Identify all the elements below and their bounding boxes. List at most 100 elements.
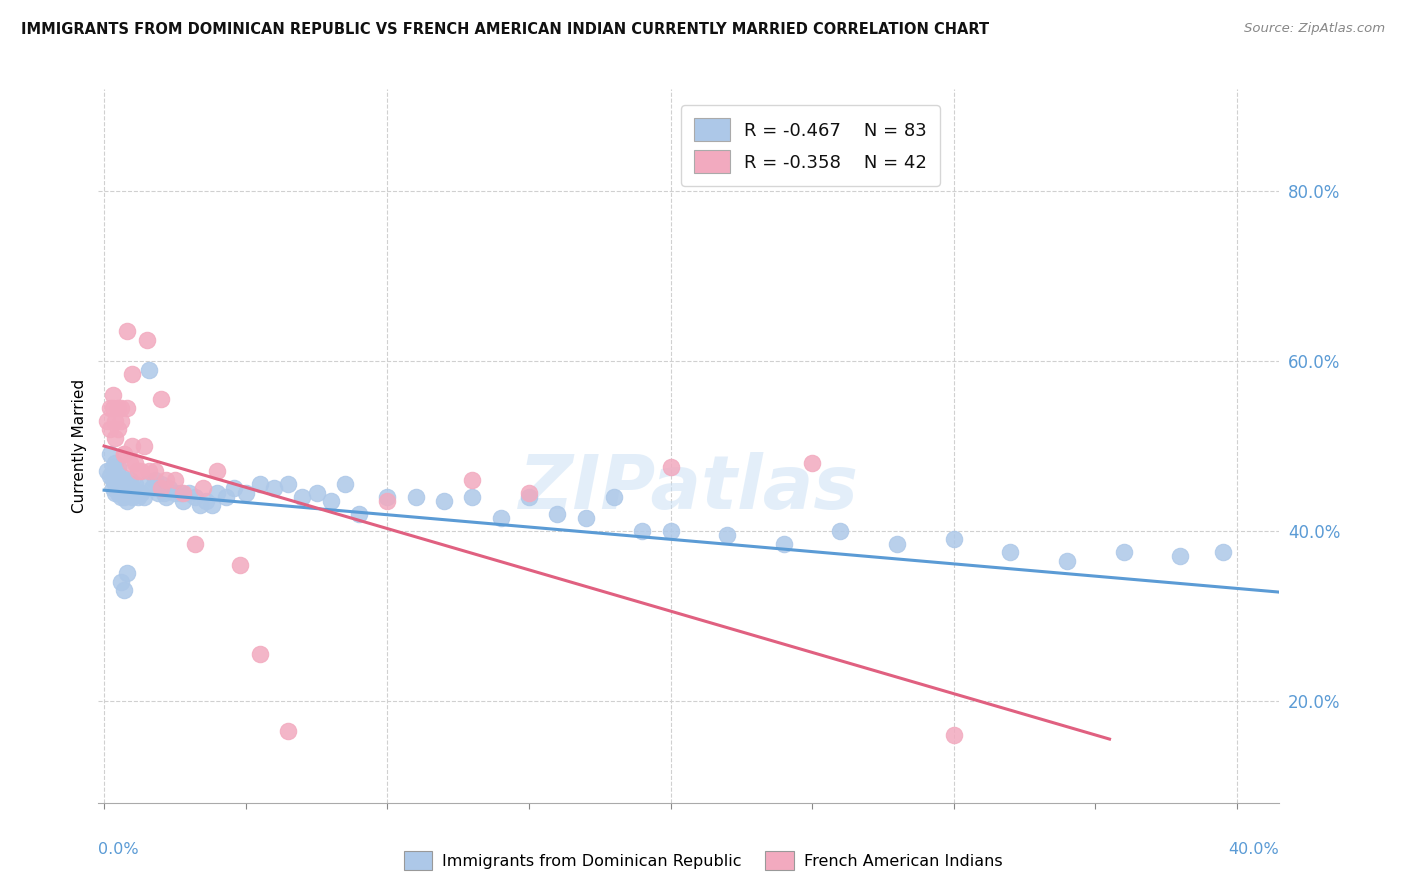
Point <box>1212 545 1234 559</box>
Point <box>249 477 271 491</box>
Point <box>124 456 146 470</box>
Point <box>112 583 135 598</box>
Point <box>886 537 908 551</box>
Point <box>517 490 540 504</box>
Point <box>207 465 229 479</box>
Point <box>215 490 238 504</box>
Point <box>155 490 177 504</box>
Point <box>207 485 229 500</box>
Point <box>143 465 166 479</box>
Point <box>110 413 132 427</box>
Point <box>224 482 246 496</box>
Point <box>201 499 224 513</box>
Point <box>277 723 299 738</box>
Point <box>163 485 186 500</box>
Point <box>489 511 512 525</box>
Point <box>141 482 163 496</box>
Text: ZIPatlas: ZIPatlas <box>519 452 859 525</box>
Point <box>135 477 157 491</box>
Text: 40.0%: 40.0% <box>1229 842 1279 857</box>
Point <box>149 392 172 407</box>
Point <box>433 494 456 508</box>
Point <box>1112 545 1135 559</box>
Point <box>107 401 129 415</box>
Point <box>149 477 172 491</box>
Point <box>124 477 146 491</box>
Point <box>121 490 143 504</box>
Point <box>110 490 132 504</box>
Point <box>190 499 212 513</box>
Point <box>461 490 484 504</box>
Point <box>101 473 124 487</box>
Point <box>172 494 194 508</box>
Point <box>1056 554 1078 568</box>
Point <box>193 482 215 496</box>
Point <box>107 422 129 436</box>
Point <box>104 477 127 491</box>
Point <box>801 456 824 470</box>
Point <box>942 728 965 742</box>
Point <box>112 448 135 462</box>
Point <box>347 507 370 521</box>
Point <box>183 490 205 504</box>
Text: 0.0%: 0.0% <box>98 842 139 857</box>
Point <box>112 482 135 496</box>
Point <box>169 485 191 500</box>
Point <box>229 558 252 572</box>
Point <box>121 482 143 496</box>
Point <box>659 524 682 538</box>
Text: IMMIGRANTS FROM DOMINICAN REPUBLIC VS FRENCH AMERICAN INDIAN CURRENTLY MARRIED C: IMMIGRANTS FROM DOMINICAN REPUBLIC VS FR… <box>21 22 990 37</box>
Point <box>124 485 146 500</box>
Point <box>98 468 121 483</box>
Point <box>1000 545 1022 559</box>
Point <box>112 448 135 462</box>
Point <box>659 460 682 475</box>
Point <box>772 537 794 551</box>
Point <box>101 388 124 402</box>
Point <box>129 465 152 479</box>
Point <box>96 413 118 427</box>
Point <box>98 448 121 462</box>
Point <box>98 401 121 415</box>
Point <box>375 494 398 508</box>
Point <box>177 485 200 500</box>
Point <box>101 460 124 475</box>
Point <box>107 473 129 487</box>
Point <box>152 485 174 500</box>
Point <box>574 511 596 525</box>
Point <box>461 473 484 487</box>
Point <box>112 490 135 504</box>
Point <box>118 473 141 487</box>
Point <box>115 324 138 338</box>
Point <box>101 482 124 496</box>
Point <box>277 477 299 491</box>
Point <box>110 401 132 415</box>
Point <box>115 401 138 415</box>
Point <box>121 439 143 453</box>
Point <box>249 647 271 661</box>
Point <box>405 490 427 504</box>
Y-axis label: Currently Married: Currently Married <box>72 379 87 513</box>
Point <box>157 482 180 496</box>
Point <box>603 490 626 504</box>
Point <box>121 367 143 381</box>
Point <box>104 485 127 500</box>
Point <box>830 524 852 538</box>
Point <box>546 507 568 521</box>
Point <box>631 524 654 538</box>
Point <box>1168 549 1191 564</box>
Point <box>115 566 138 581</box>
Point <box>115 477 138 491</box>
Legend: R = -0.467    N = 83, R = -0.358    N = 42: R = -0.467 N = 83, R = -0.358 N = 42 <box>681 105 939 186</box>
Point <box>101 401 124 415</box>
Point <box>107 460 129 475</box>
Point <box>96 465 118 479</box>
Point <box>195 494 218 508</box>
Point <box>305 485 328 500</box>
Point <box>146 485 169 500</box>
Point <box>138 465 160 479</box>
Legend: Immigrants from Dominican Republic, French American Indians: Immigrants from Dominican Republic, Fren… <box>398 845 1008 877</box>
Point <box>110 482 132 496</box>
Point <box>115 494 138 508</box>
Point <box>135 333 157 347</box>
